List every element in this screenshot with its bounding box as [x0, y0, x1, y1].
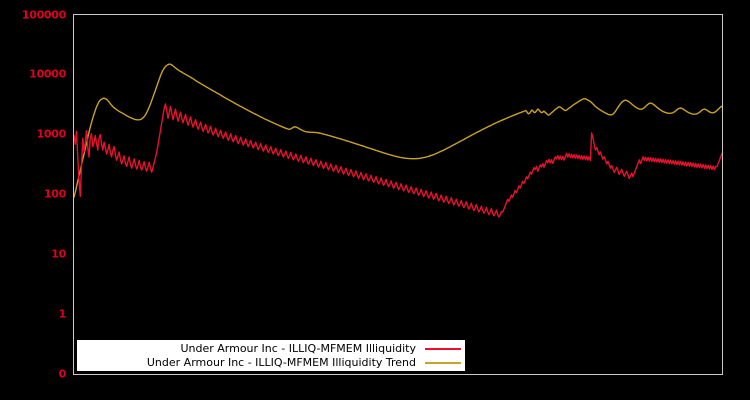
y-tick-label: 10000 — [29, 67, 66, 81]
legend-label: Under Armour Inc - ILLIQ-MFMEM Illiquidi… — [146, 355, 416, 369]
series-canvas — [74, 63, 722, 218]
legend-entry-trend: Under Armour Inc - ILLIQ-MFMEM Illiquidi… — [77, 356, 465, 370]
legend-color-swatch — [425, 347, 461, 350]
plot-area — [73, 14, 723, 375]
y-tick-label: 100000 — [21, 8, 66, 22]
y-tick-label: 100 — [43, 187, 66, 201]
y-tick-label: 10 — [51, 247, 66, 261]
y-tick-label: 0 — [58, 367, 67, 381]
series-line-trend — [74, 63, 722, 198]
legend-label: Under Armour Inc - ILLIQ-MFMEM Illiquidi… — [180, 341, 416, 355]
legend-entry-illiquidity: Under Armour Inc - ILLIQ-MFMEM Illiquidi… — [77, 342, 465, 356]
series-line-illiquidity — [74, 103, 722, 218]
y-axis-tick-labels: 100000 10000 1000 100 10 1 0 — [0, 0, 66, 400]
legend-color-swatch — [425, 361, 461, 364]
legend: Under Armour Inc - ILLIQ-MFMEM Illiquidi… — [77, 340, 465, 371]
y-tick-label: 1000 — [36, 127, 67, 141]
y-tick-label: 1 — [58, 307, 67, 321]
